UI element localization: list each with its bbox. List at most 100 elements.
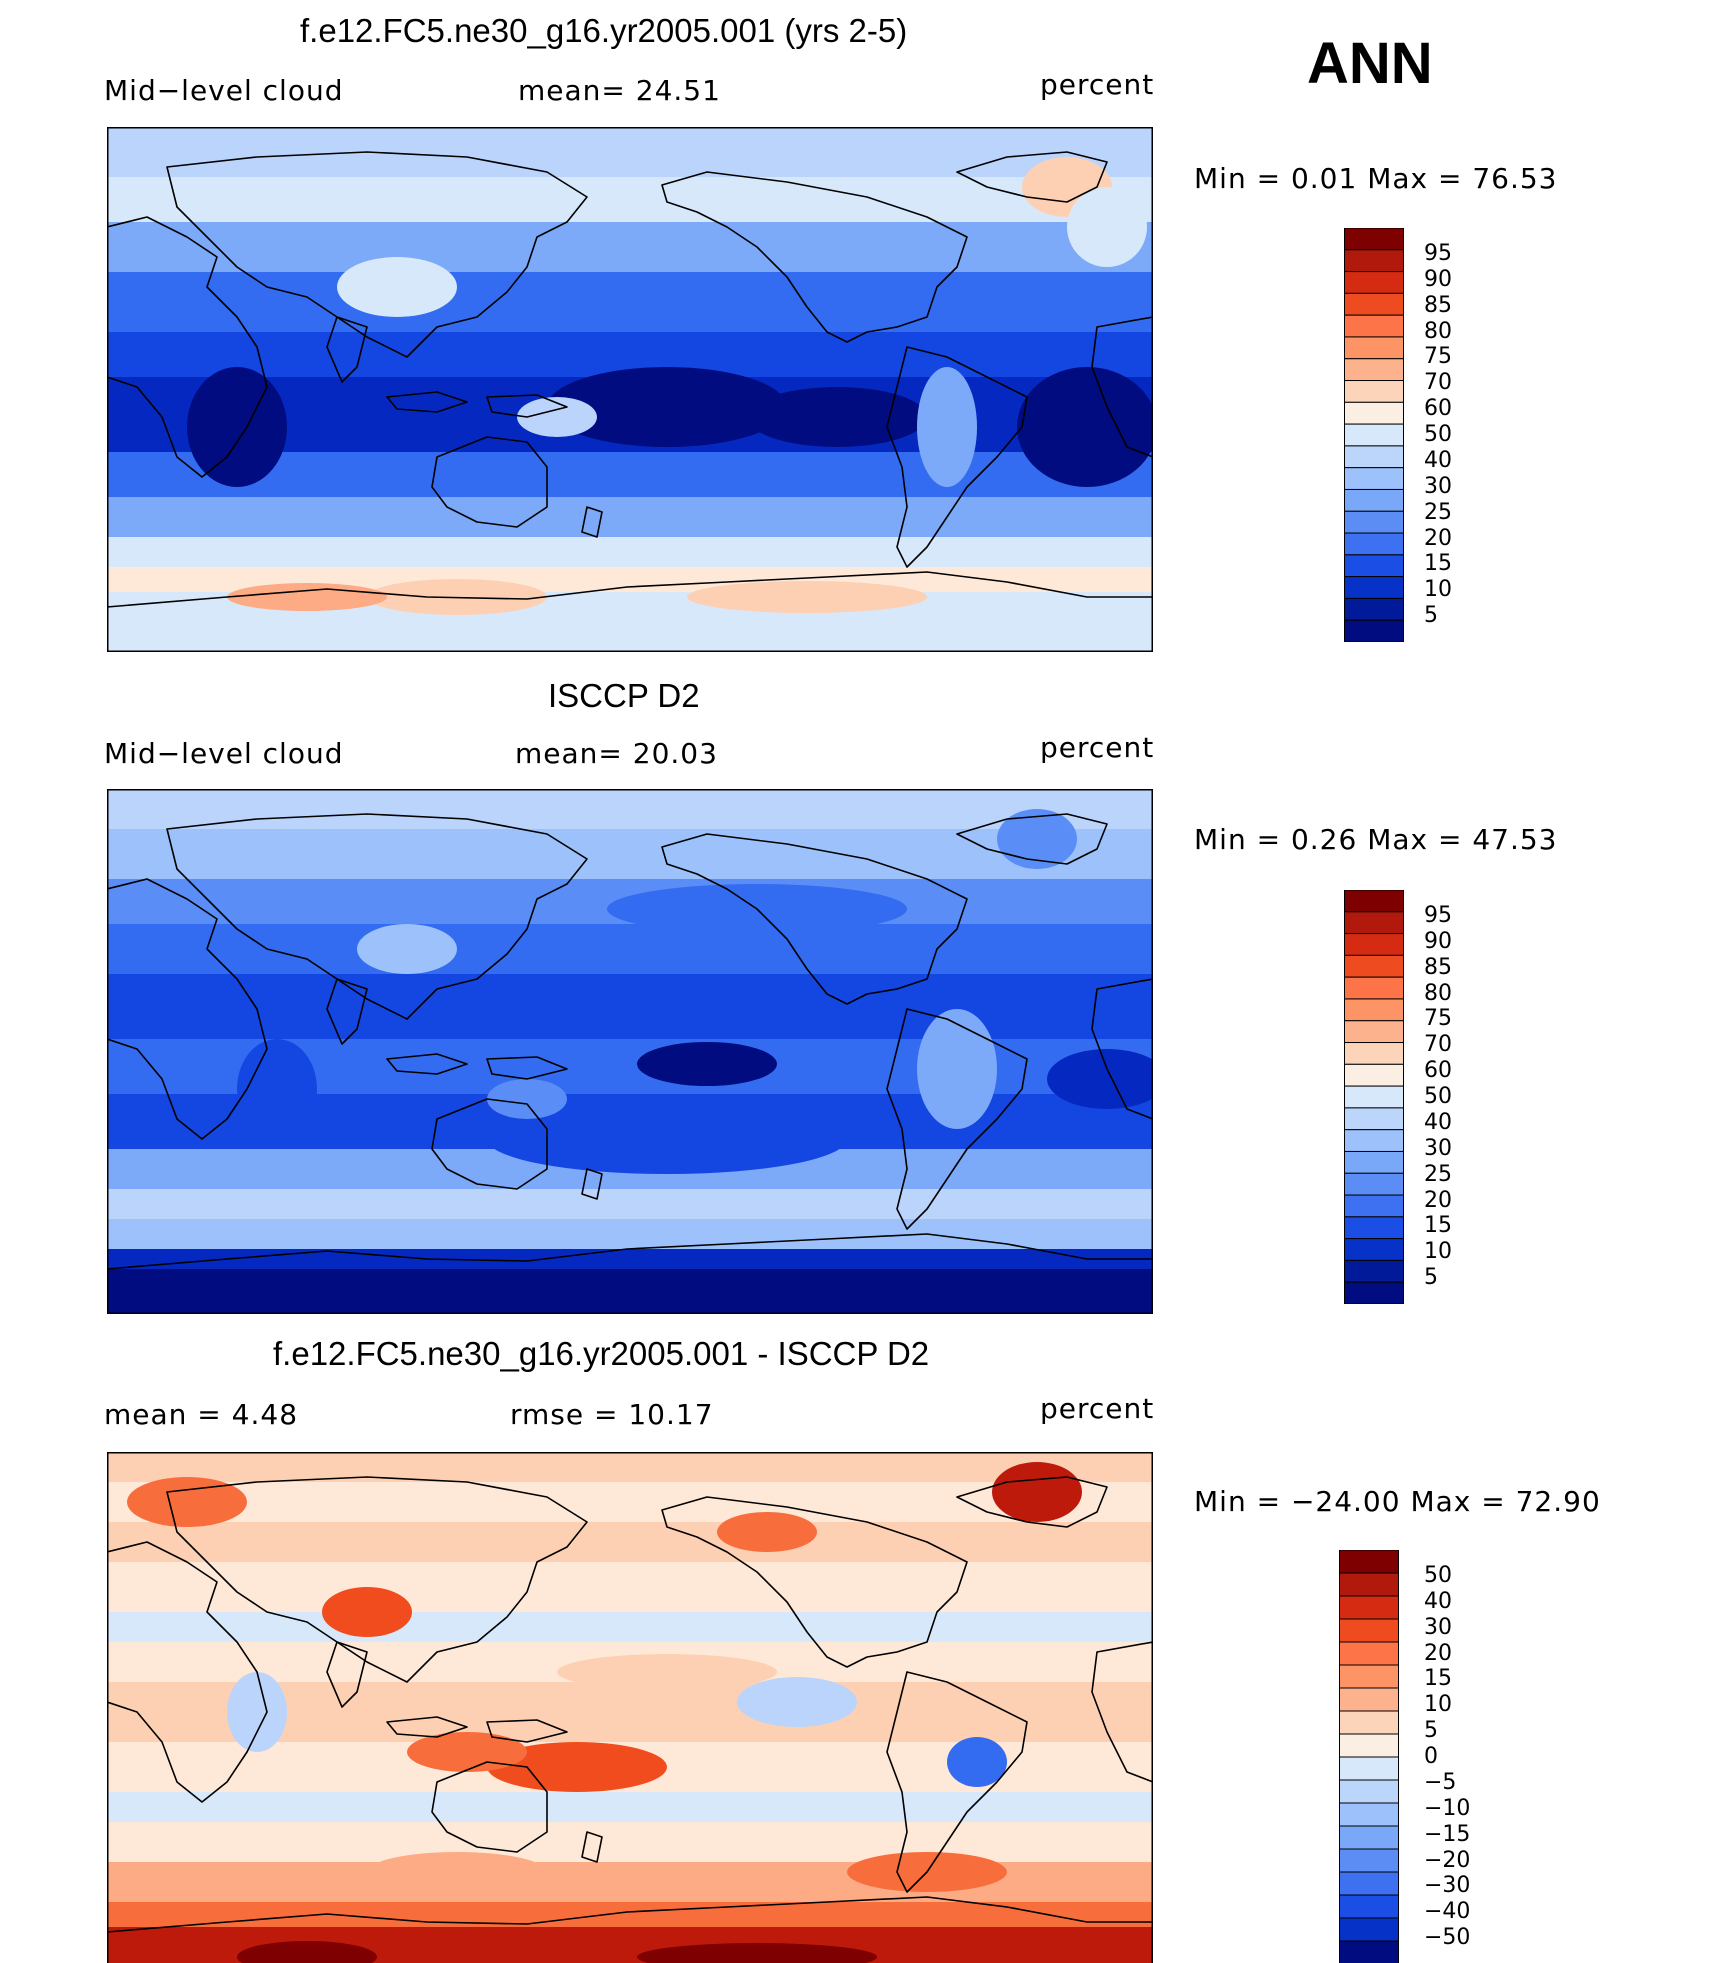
colorbar-tick-label: 50 [1424,1562,1452,1588]
colorbar-swatch [1344,576,1404,599]
colorbar-tick-label: 10 [1424,577,1452,603]
coastline [326,978,368,1045]
panel-3-rmse-label: rmse = 10.17 [510,1398,714,1431]
colorbar-tick-label: 50 [1424,422,1452,447]
colorbar-tick-label: 75 [1424,1006,1452,1032]
colorbar-swatch [1344,1172,1404,1196]
contour-blob [407,1732,527,1772]
coastline [107,1896,1153,1963]
colorbar-tick-label: 30 [1424,473,1452,499]
panel-1-map [107,127,1153,652]
contour-blob [127,1477,247,1527]
colorbar-tick-label: −15 [1424,1821,1471,1847]
colorbar-swatch [1339,1733,1399,1758]
contour-blob [992,1462,1082,1522]
coastline [886,1671,1028,1893]
colorbar-tick-label: 90 [1424,928,1452,954]
contour-blob [227,1672,287,1752]
coastline [486,1719,568,1743]
contour-band [107,1522,1153,1562]
colorbar-tick-label: 90 [1424,266,1452,292]
coastlines [107,813,1153,1314]
panel-2-title: ISCCP D2 [548,677,700,714]
panel-1-left-label: Mid−level cloud [104,74,344,107]
contour-band [107,497,1153,537]
coastline [1091,978,1153,1120]
season-label: ANN [1307,31,1433,96]
contour-blob [227,583,387,611]
panel-3-minmax: Min = −24.00 Max = 72.90 [1194,1485,1601,1518]
colorbar-tick-label: −10 [1424,1795,1471,1821]
colorbar-swatch [1339,1664,1399,1689]
colorbar-swatch [1339,1825,1399,1850]
coastline [326,1641,368,1708]
contour-band [107,1612,1153,1642]
colorbar-swatch [1339,1779,1399,1804]
panel-3-colorbar [1339,1550,1399,1963]
colorbar-swatch [1344,1216,1404,1240]
colorbar-swatch [1344,336,1404,360]
panel-1-title: f.e12.FC5.ne30_g16.yr2005.001 (yrs 2-5) [300,12,908,49]
colorbar-swatch [1339,1550,1399,1574]
contour-band [107,1189,1153,1219]
coastline [956,813,1108,865]
contour-band [107,1822,1153,1862]
coastline [166,1476,588,1683]
coastline [661,1496,968,1668]
coastline [1091,1641,1153,1783]
colorbar-tick-label: 10 [1424,1239,1452,1265]
contour-band [107,789,1153,829]
coastline [431,1761,548,1853]
colorbar-tick-label: 10 [1424,1692,1452,1718]
colorbar-swatch [1344,1238,1404,1261]
colorbar-swatch [1344,488,1404,512]
colorbar-swatch [1344,911,1404,935]
contour-blob [487,1079,567,1119]
colorbar-tick-label: 85 [1424,292,1452,318]
colorbar-tick-label: 85 [1424,954,1452,980]
coastline [886,346,1028,568]
colorbar-tick-label: 25 [1424,499,1452,525]
colorbar-swatch [1344,890,1404,913]
colorbar-swatch [1344,271,1404,294]
coastline [886,1008,1028,1230]
colorbar-swatch [1344,976,1404,1000]
contour-band [107,1269,1153,1314]
panel-3-colorbar-svg [1339,1550,1399,1963]
contour-band [107,1219,1153,1249]
colorbar-swatch [1344,467,1404,490]
contour-blob [187,367,287,487]
coastline [581,506,603,538]
colorbar-tick-label: 20 [1424,1640,1452,1666]
colorbar-tick-label: 40 [1424,447,1452,473]
contour-blob [747,387,927,447]
contour-band [107,1249,1153,1269]
colorbar-swatch [1339,1595,1399,1620]
coastline [486,394,568,418]
contour-blob [1047,1049,1153,1109]
contour-band [107,829,1153,879]
panel-2-units: percent [1040,731,1155,764]
panel-3-units: percent [1040,1392,1155,1425]
colorbar-swatch [1344,1259,1404,1283]
colorbar-tick-label: 25 [1424,1161,1452,1187]
colorbar-tick-label: 80 [1424,318,1452,344]
panel-1-units: percent [1040,68,1155,101]
colorbar-tick-label: 30 [1424,1614,1452,1640]
contour-blob [357,924,457,974]
colorbar-swatch [1344,998,1404,1022]
colorbar-tick-label: 20 [1424,525,1452,551]
coastline [166,151,588,358]
coastline [956,151,1108,203]
colorbar-tick-label: 80 [1424,980,1452,1006]
panel-2-map-svg [107,789,1153,1314]
panel-2-left-label: Mid−level cloud [104,737,344,770]
contour-band [107,177,1153,222]
colorbar-swatch [1344,314,1404,338]
contour-band [107,537,1153,567]
colorbar-tick-label: 70 [1424,1032,1452,1058]
coastline [661,833,968,1005]
contour-band [107,924,1153,974]
contour-blob [237,1941,377,1963]
coastline [386,391,468,413]
